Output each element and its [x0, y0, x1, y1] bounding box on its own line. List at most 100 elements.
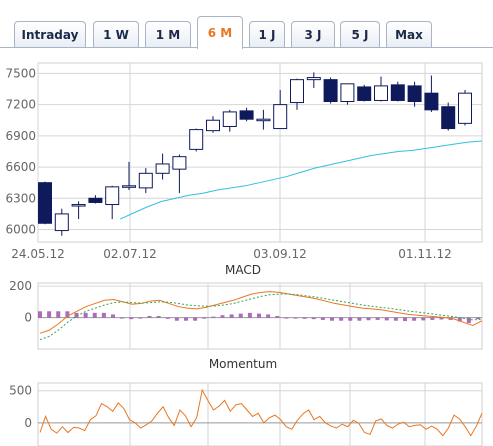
tab-6m[interactable]: 6 M [197, 16, 243, 49]
tab-3j[interactable]: 3 J [291, 21, 335, 48]
macd-histogram-bar [284, 317, 289, 319]
macd-histogram-bar [257, 313, 261, 318]
moving-average-layer [119, 140, 483, 220]
macd-histogram-bar [238, 313, 243, 318]
moving-average-line [119, 140, 483, 220]
candle-up [189, 129, 204, 150]
macd-histogram-bar [311, 317, 316, 320]
candle-up [138, 172, 153, 189]
macd-histogram-bar [92, 312, 97, 318]
price-tick-label: 7200 [5, 98, 36, 112]
macd-histogram-bar [65, 311, 70, 318]
candle-up [71, 204, 86, 207]
date-tick-label: 01.11.12 [398, 247, 451, 261]
macd-histogram-bar [339, 317, 344, 321]
macd-histogram-bar [165, 317, 170, 319]
candle-up [54, 213, 69, 232]
macd-histogram-bar [101, 312, 106, 318]
tab-1j[interactable]: 1 J [249, 21, 285, 48]
macd-histogram-bar [439, 317, 444, 320]
candle-down [407, 85, 422, 103]
candle-up [458, 92, 472, 124]
macd-histogram-bar [348, 317, 353, 321]
macd-histogram-bar [302, 317, 307, 319]
macd-histogram-bar [403, 317, 407, 322]
tab-intraday[interactable]: Intraday [14, 21, 86, 48]
momentum-panel: 500 0 [9, 382, 483, 446]
macd-histogram-bar [384, 317, 389, 321]
candle-up [290, 79, 304, 104]
macd-histogram-bar [357, 317, 362, 321]
macd-histogram-bar [266, 314, 271, 318]
macd-histogram-bar [193, 317, 198, 321]
candle-up [374, 85, 388, 101]
macd-histogram-bar [366, 317, 371, 321]
momentum-title: Momentum [209, 357, 277, 371]
candle-up [105, 186, 120, 206]
candle-up [256, 118, 271, 122]
price-tick-label: 7500 [5, 66, 36, 80]
date-tick-label: 24.05.12 [11, 247, 64, 261]
macd-histogram-bar [138, 317, 143, 319]
macd-histogram-bar [393, 317, 398, 321]
date-tick-label: 03.09.12 [253, 247, 306, 261]
candle-up [340, 83, 355, 103]
macd-histogram-bar [147, 316, 152, 318]
date-tick-label: 02.07.12 [103, 247, 156, 261]
macd-histogram-bar [111, 314, 115, 318]
candle-down [390, 84, 405, 101]
macd-histogram-bar [38, 311, 42, 318]
panel-tick-label: 200 [9, 279, 32, 293]
macd-histogram-bar [476, 317, 480, 320]
candlestick-layer [38, 72, 472, 236]
macd-line [39, 291, 483, 334]
candle-up [155, 163, 170, 174]
macd-histogram-bar [430, 317, 435, 320]
price-axis: 6000 6300 6600 6900 7200 7500 24.05.12 02.07.12… [5, 66, 451, 261]
macd-histogram-bar [129, 317, 134, 320]
macd-histogram-bar [466, 317, 471, 324]
tab-baseline [0, 47, 493, 48]
macd-histogram-bar [247, 312, 252, 318]
candle-up [206, 119, 220, 132]
macd-histogram-bar [83, 312, 88, 318]
candle-down [357, 86, 372, 101]
candle-up [222, 111, 237, 127]
macd-histogram-bar [56, 311, 61, 318]
macd-histogram-bar [293, 317, 298, 319]
panel-tick-label: 0 [24, 311, 32, 325]
panel-tick-label: 0 [24, 416, 32, 430]
macd-histogram-bar [202, 317, 207, 319]
candle-up [306, 77, 321, 81]
tab-5j[interactable]: 5 J [340, 21, 380, 48]
macd-histogram-bar [229, 314, 234, 318]
tab-max[interactable]: Max [386, 21, 432, 48]
candle-up [273, 104, 288, 130]
tab-1w[interactable]: 1 W [93, 21, 139, 48]
macd-histogram-bar [421, 317, 426, 321]
price-tick-label: 6600 [5, 160, 36, 174]
price-tick-label: 6900 [5, 129, 36, 143]
candle-down [38, 182, 52, 224]
macd-histogram-bar [457, 317, 462, 322]
candle-up [122, 185, 136, 188]
momentum-line [39, 388, 483, 437]
tab-1m[interactable]: 1 M [145, 21, 191, 48]
candle-down [323, 79, 338, 103]
macd-histogram-bar [174, 317, 179, 321]
macd-title: MACD [225, 263, 261, 277]
macd-histogram-bar [156, 316, 161, 318]
price-tick-label: 6300 [5, 191, 36, 205]
macd-histogram-bar [275, 316, 280, 318]
candle-down [441, 106, 456, 130]
macd-histogram-bar [120, 317, 125, 319]
macd-histogram-bar [211, 316, 216, 318]
macd-histogram-bar [220, 315, 225, 318]
macd-histogram-bar [184, 317, 188, 321]
period-tab-bar: Intraday 1 W 1 M 6 M 1 J 3 J 5 J Max [0, 0, 493, 49]
macd-histogram-bar [330, 317, 334, 321]
signal-line [39, 293, 483, 341]
panel-frame [37, 382, 483, 446]
